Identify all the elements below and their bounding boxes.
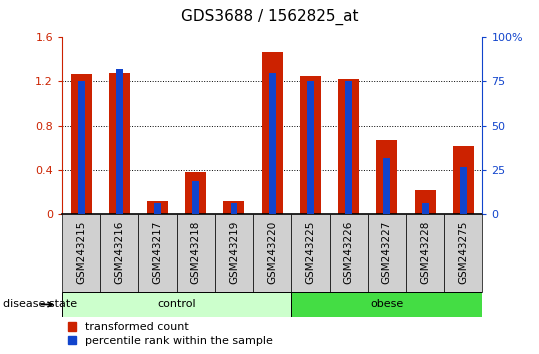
Bar [453,145,474,214]
Text: GSM243225: GSM243225 [306,221,315,284]
Bar [406,214,444,292]
Text: GSM243215: GSM243215 [76,221,86,284]
Text: obese: obese [370,299,404,309]
Text: GSM243220: GSM243220 [267,221,277,284]
Bar [376,140,397,214]
Text: GSM243217: GSM243217 [153,221,163,284]
Bar [71,74,92,214]
Text: GSM243226: GSM243226 [344,221,354,284]
Bar [224,201,245,214]
Bar [139,214,177,292]
Bar [300,76,321,214]
Bar [262,52,283,214]
Text: GSM243275: GSM243275 [458,221,468,284]
Bar [78,81,85,214]
Bar [383,158,390,214]
Text: GSM243218: GSM243218 [191,221,201,284]
Text: GSM243216: GSM243216 [114,221,125,284]
Bar [116,69,123,214]
Text: GSM243219: GSM243219 [229,221,239,284]
Text: GSM243228: GSM243228 [420,221,430,284]
Bar [177,214,215,292]
Bar [421,202,429,214]
Bar [414,190,436,214]
Bar [253,214,291,292]
Bar [460,167,467,214]
Bar [338,79,359,214]
Bar [147,201,168,214]
Bar [154,202,161,214]
Bar [329,214,368,292]
Bar [291,292,482,317]
Bar [291,214,329,292]
Bar [231,202,237,214]
Text: GDS3688 / 1562825_at: GDS3688 / 1562825_at [181,9,358,25]
Bar [368,214,406,292]
Bar [62,292,291,317]
Bar [100,214,139,292]
Text: control: control [157,299,196,309]
Bar [185,172,206,214]
Text: disease state: disease state [3,299,77,309]
Bar [109,73,130,214]
Legend: transformed count, percentile rank within the sample: transformed count, percentile rank withi… [67,322,273,346]
Bar [192,181,199,214]
Bar [345,81,352,214]
Text: GSM243227: GSM243227 [382,221,392,284]
Bar [215,214,253,292]
Bar [62,214,100,292]
Bar [269,73,275,214]
Bar [444,214,482,292]
Bar [307,81,314,214]
